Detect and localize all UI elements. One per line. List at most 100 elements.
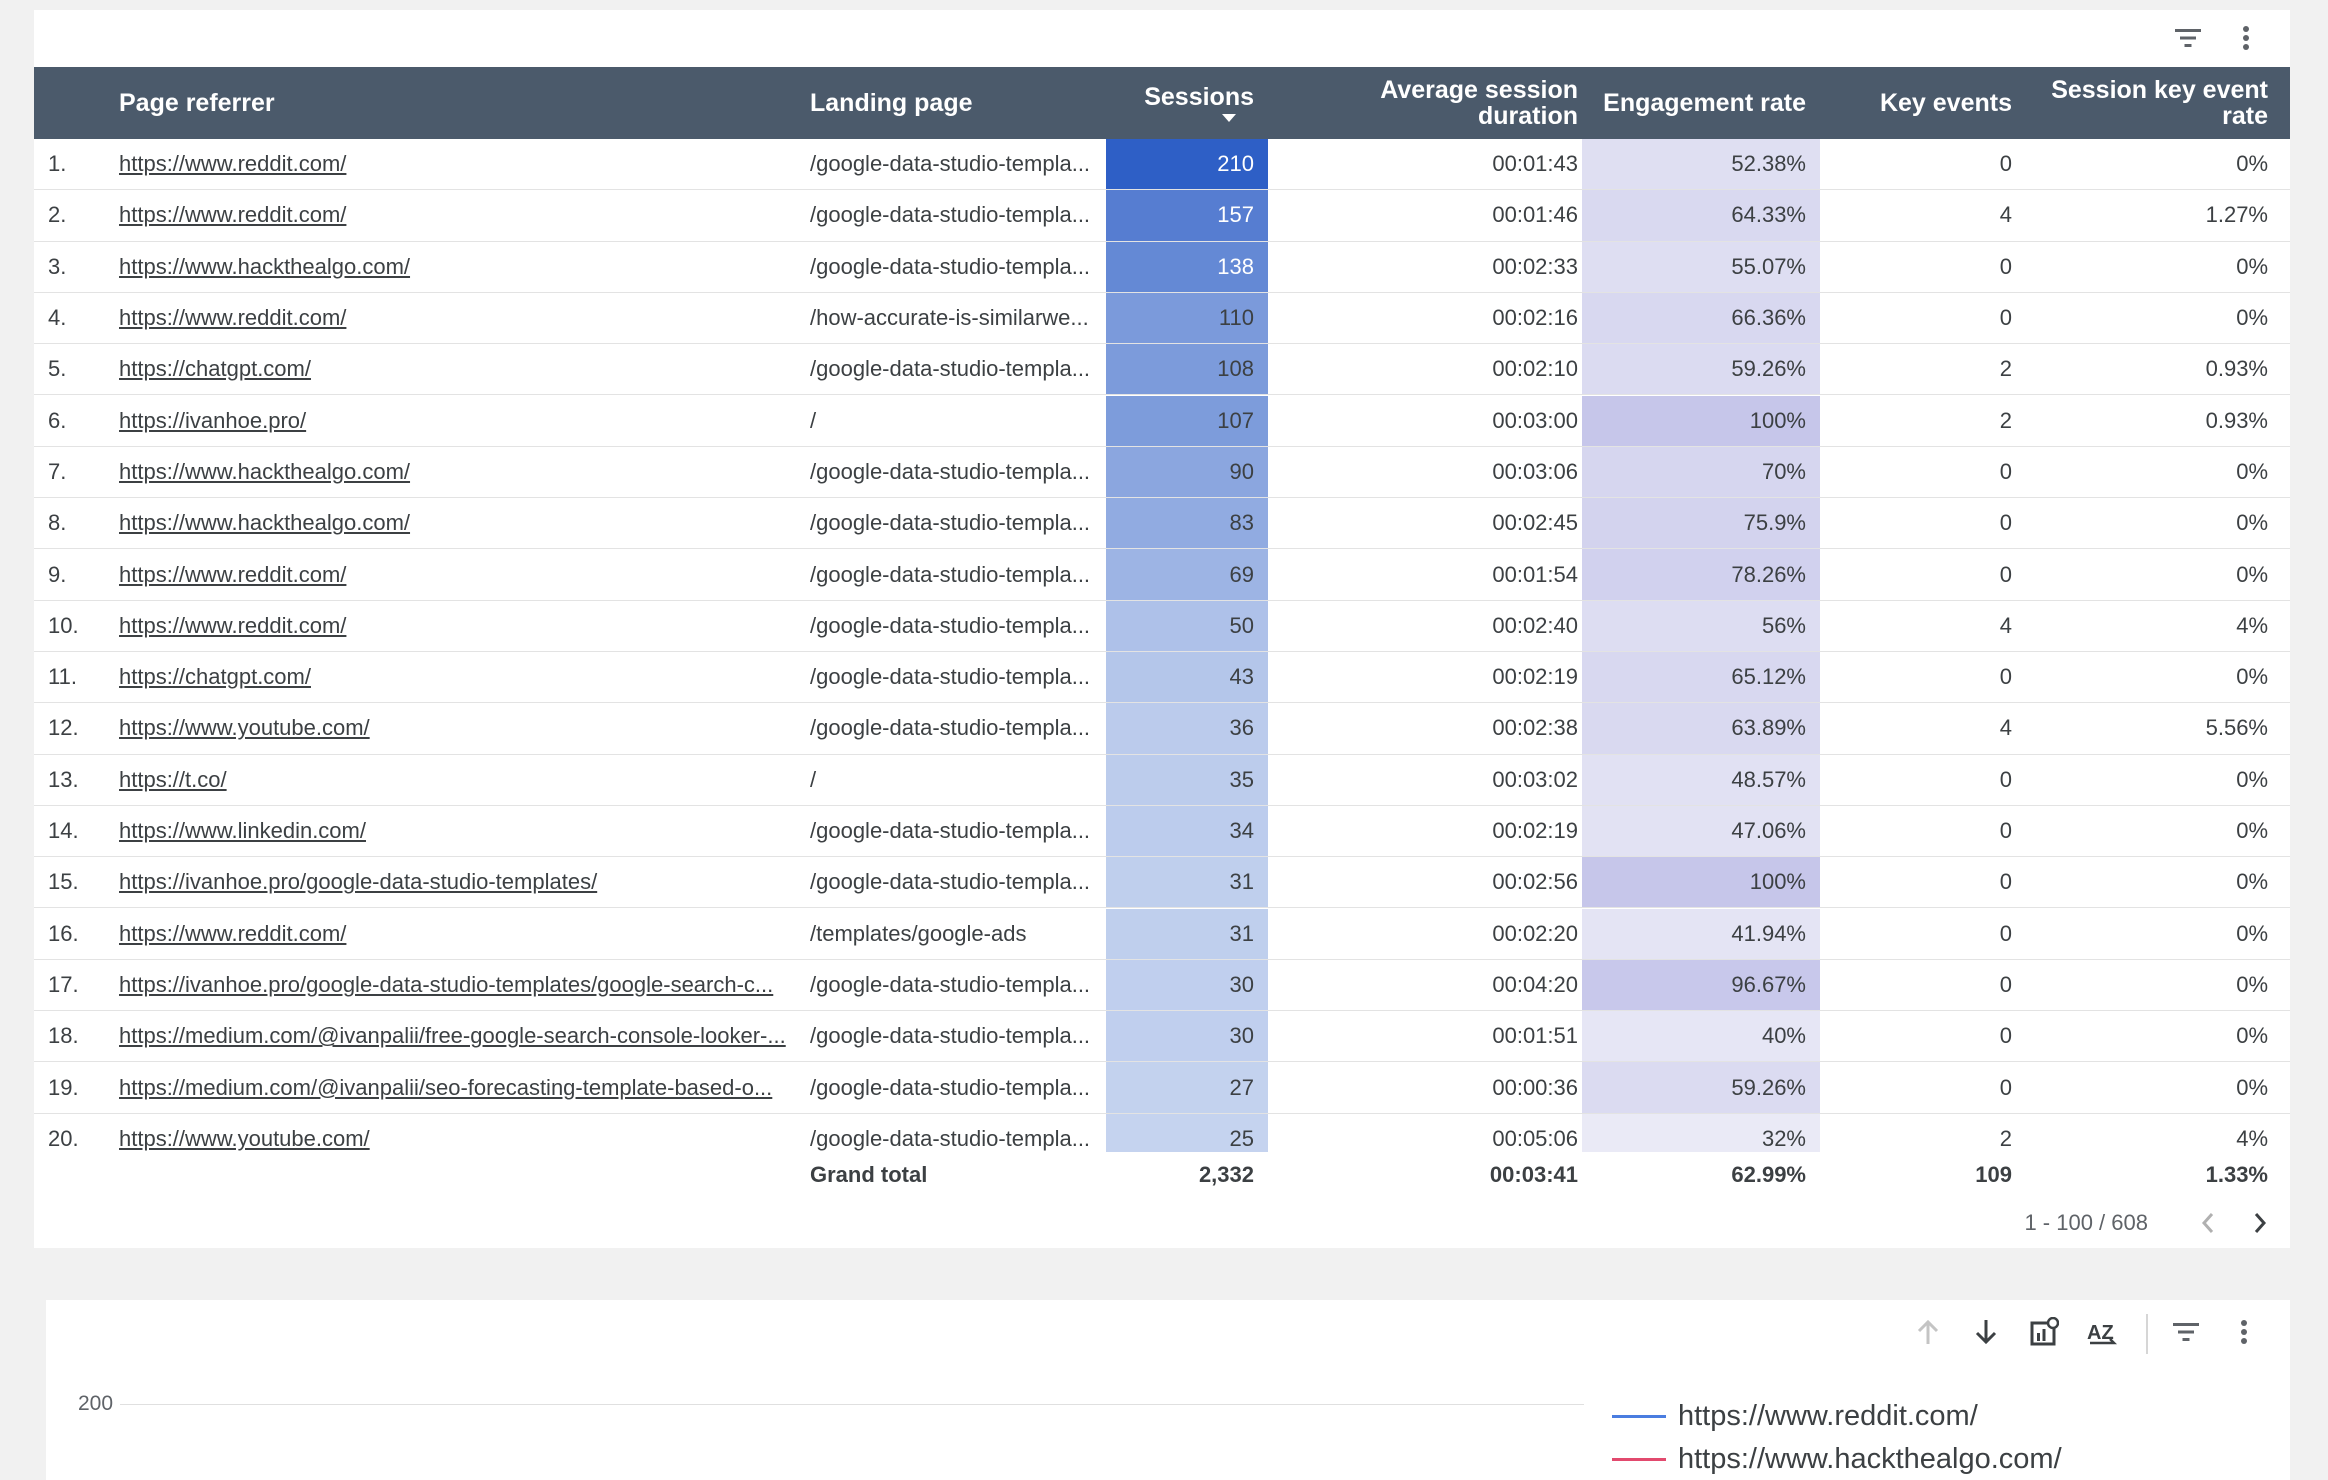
landing-page-text: /google-data-studio-templa... <box>810 664 1091 690</box>
engagement-rate-cell: 64.33% <box>1582 190 1820 241</box>
engagement-rate-cell: 100% <box>1582 395 1820 446</box>
header-sessions[interactable]: Sessions <box>1106 67 1254 139</box>
page-referrer-text: https://chatgpt.com/ <box>119 356 311 382</box>
legend-item[interactable]: https://www.reddit.com/ <box>1612 1400 1978 1433</box>
table-row[interactable]: 2. https://www.reddit.com/ /google-data-st… <box>34 190 2290 242</box>
page-referrer-link[interactable]: https://ivanhoe.pro/google-data-studio-t… <box>119 960 809 1010</box>
page-referrer-link[interactable]: https://www.linkedin.com/ <box>119 806 809 856</box>
arrow-up-icon[interactable] <box>1906 1310 1950 1354</box>
table-row[interactable]: 1. https://www.reddit.com/ /google-data-st… <box>34 139 2290 191</box>
landing-page-text: /google-data-studio-templa... <box>810 612 1091 638</box>
engagement-rate-cell: 41.94% <box>1582 908 1820 959</box>
session-key-event-rate-cell: 0.93% <box>2205 407 2268 433</box>
row-number: 7. <box>48 458 67 484</box>
table-row[interactable]: 5. https://chatgpt.com/ /google-data-studi… <box>34 344 2290 396</box>
more-vert-icon[interactable] <box>2222 1310 2266 1354</box>
row-number: 19. <box>48 1074 79 1100</box>
page-referrer-link[interactable]: https://www.reddit.com/ <box>119 601 809 651</box>
engagement-rate-cell: 100% <box>1582 857 1820 908</box>
page-referrer-link[interactable]: https://www.hackthealgo.com/ <box>119 242 809 292</box>
chevron-right-icon[interactable] <box>2238 1201 2282 1245</box>
grand-total-duration: 00:03:41 <box>1489 1162 1578 1187</box>
page-referrer-link[interactable]: https://ivanhoe.pro/google-data-studio-t… <box>119 857 809 907</box>
row-number: 10. <box>48 612 79 638</box>
page-referrer-link[interactable]: https://www.reddit.com/ <box>119 139 809 189</box>
table-row[interactable]: 18. https://medium.com/@ivanpalii/free-go… <box>34 1011 2290 1063</box>
page-referrer-link[interactable]: https://www.youtube.com/ <box>119 703 809 753</box>
page-referrer-link[interactable]: https://www.reddit.com/ <box>119 190 809 240</box>
table-row[interactable]: 7. https://www.hackthealgo.com/ /google-da… <box>34 446 2290 499</box>
page-referrer-link[interactable]: https://ivanhoe.pro/ <box>119 396 809 446</box>
page-referrer-link[interactable]: https://www.hackthealgo.com/ <box>119 447 809 497</box>
header-key-events[interactable]: Key events <box>1879 89 2012 117</box>
table-row[interactable]: 13. https://t.co/ / 35 00:03:02 48.57% 0 0% <box>34 754 2290 806</box>
engagement-rate-cell: 63.89% <box>1582 703 1820 754</box>
y-axis-tick-label: 200 <box>78 1392 114 1415</box>
avg-duration-cell: 00:00:36 <box>1492 1074 1578 1100</box>
table-row[interactable]: 17. https://ivanhoe.pro/google-data-studi… <box>34 959 2290 1012</box>
arrow-down-icon[interactable] <box>1964 1310 2008 1354</box>
sessions-cell: 27 <box>1106 1062 1268 1113</box>
table-body: 1. https://www.reddit.com/ /google-data-st… <box>34 139 2290 1152</box>
page-referrer-link[interactable]: https://chatgpt.com/ <box>119 652 809 702</box>
page-referrer-link[interactable]: https://www.reddit.com/ <box>119 549 809 599</box>
legend-swatch <box>1612 1458 1666 1461</box>
page-referrer-link[interactable]: https://medium.com/@ivanpalii/free-googl… <box>119 1011 809 1061</box>
table-row[interactable]: 14. https://www.linkedin.com/ /google-data… <box>34 805 2290 858</box>
page-referrer-link[interactable]: https://chatgpt.com/ <box>119 344 809 394</box>
table-row[interactable]: 10. https://www.reddit.com/ /google-data-s… <box>34 600 2290 652</box>
filter-icon[interactable] <box>2164 1310 2208 1354</box>
row-number: 14. <box>48 818 79 844</box>
header-session-key-event-rate[interactable]: Session key event rate <box>2051 76 2268 130</box>
table-row[interactable]: 12. https://www.youtube.com/ /google-data-… <box>34 703 2290 755</box>
engagement-rate-cell: 48.57% <box>1582 754 1820 805</box>
filter-icon[interactable] <box>2166 16 2210 60</box>
row-number: 3. <box>48 253 67 279</box>
table-row[interactable]: 16. https://www.reddit.com/ /templates/goo… <box>34 908 2290 960</box>
page-referrer-text: https://www.hackthealgo.com/ <box>119 510 411 536</box>
sort-az-icon[interactable]: AZ <box>2080 1310 2124 1354</box>
legend-item[interactable]: https://www.hackthealgo.com/ <box>1612 1443 2062 1476</box>
page-referrer-link[interactable]: https://www.reddit.com/ <box>119 909 809 959</box>
table-row[interactable]: 3. https://www.hackthealgo.com/ /google-da… <box>34 241 2290 293</box>
table-row[interactable]: 20. https://www.youtube.com/ /google-data-… <box>34 1113 2290 1152</box>
avg-duration-cell: 00:04:20 <box>1492 971 1578 997</box>
table-row[interactable]: 4. https://www.reddit.com/ /how-accurate-i… <box>34 292 2290 345</box>
landing-page-cell: /google-data-studio-templa... <box>810 857 1100 907</box>
key-events-cell: 4 <box>1999 715 2012 741</box>
engagement-rate-cell: 66.36% <box>1582 292 1820 344</box>
more-vert-icon[interactable] <box>2224 16 2268 60</box>
landing-page-text: / <box>810 407 817 433</box>
page-referrer-link[interactable]: https://t.co/ <box>119 755 809 805</box>
table-row[interactable]: 8. https://www.hackthealgo.com/ /google-da… <box>34 498 2290 550</box>
table-row[interactable]: 11. https://chatgpt.com/ /google-data-stud… <box>34 652 2290 704</box>
legend-label: https://www.reddit.com/ <box>1678 1400 1978 1432</box>
row-number: 9. <box>48 561 67 587</box>
sessions-cell: 110 <box>1106 292 1268 344</box>
page-referrer-link[interactable]: https://www.youtube.com/ <box>119 1114 809 1152</box>
landing-page-text: /how-accurate-is-similarwe... <box>810 305 1089 331</box>
page-referrer-link[interactable]: https://www.hackthealgo.com/ <box>119 498 809 548</box>
key-events-cell: 0 <box>1999 766 2012 792</box>
chevron-left-icon[interactable] <box>2186 1201 2230 1245</box>
table-row[interactable]: 15. https://ivanhoe.pro/google-data-studi… <box>34 857 2290 909</box>
header-page-referrer[interactable]: Page referrer <box>119 89 275 117</box>
page-referrer-link[interactable]: https://www.reddit.com/ <box>119 293 809 343</box>
row-number: 15. <box>48 869 79 895</box>
row-number: 8. <box>48 510 67 536</box>
table-row[interactable]: 6. https://ivanhoe.pro/ / 107 00:03:00 100% 2 0… <box>34 395 2290 447</box>
page-referrer-link[interactable]: https://medium.com/@ivanpalii/seo-foreca… <box>119 1062 809 1112</box>
header-landing-page[interactable]: Landing page <box>810 89 973 117</box>
landing-page-cell: /google-data-studio-templa... <box>810 960 1100 1010</box>
table-row[interactable]: 9. https://www.reddit.com/ /google-data-st… <box>34 549 2290 601</box>
header-engagement-rate[interactable]: Engagement rate <box>1603 89 1806 117</box>
chart-settings-icon[interactable] <box>2022 1310 2066 1354</box>
session-key-event-rate-cell: 0% <box>2236 971 2268 997</box>
landing-page-text: /google-data-studio-templa... <box>810 1023 1091 1049</box>
landing-page-text: /google-data-studio-templa... <box>810 818 1091 844</box>
session-key-event-rate-cell: 5.56% <box>2205 715 2268 741</box>
header-avg-session-duration[interactable]: Average session duration <box>1380 76 1578 130</box>
landing-page-cell: / <box>810 755 1100 805</box>
session-key-event-rate-cell: 0% <box>2236 1023 2268 1049</box>
table-row[interactable]: 19. https://medium.com/@ivanpalii/seo-for… <box>34 1062 2290 1114</box>
